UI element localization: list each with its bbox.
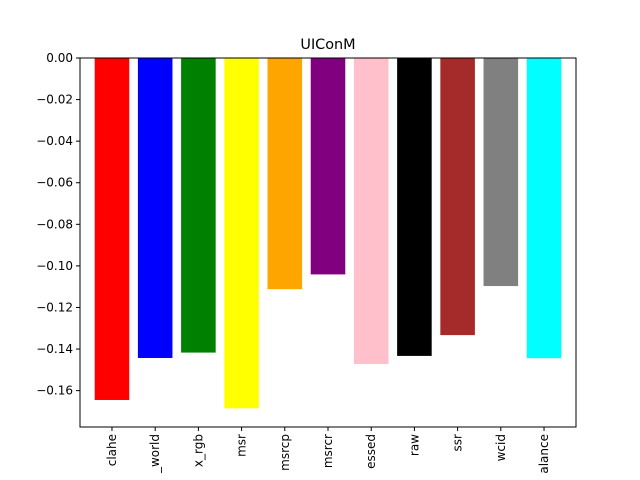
x-tick-label: msrcr xyxy=(321,434,335,468)
x-tick-label: _world xyxy=(148,434,162,474)
bar-ssr xyxy=(440,58,475,336)
bar-essed xyxy=(353,58,389,365)
bar-x-rgb xyxy=(181,58,216,353)
y-tick-label: −0.04 xyxy=(36,134,73,148)
y-axis: 0.00 −0.02 −0.04 −0.06 −0.08 −0.10 −0.12 −0.14 −… xyxy=(36,51,80,398)
x-tick-label: msr xyxy=(235,434,249,457)
bar-wcid xyxy=(483,58,519,287)
y-tick-label: −0.10 xyxy=(36,259,73,273)
x-tick-label: raw xyxy=(407,434,421,456)
x-tick-label: msrcp xyxy=(278,434,292,471)
bar-msr xyxy=(224,58,259,409)
y-tick-label: −0.12 xyxy=(36,300,73,314)
y-tick-label: −0.14 xyxy=(36,342,73,356)
x-tick-label: clahe xyxy=(105,434,119,466)
y-tick-label: −0.08 xyxy=(36,217,73,231)
chart-title: UIConM xyxy=(300,37,355,53)
y-tick-label: −0.16 xyxy=(36,384,73,398)
bar-world xyxy=(137,58,173,358)
x-tick-label: wcid xyxy=(494,434,508,461)
x-axis: clahe _world x_rgb msr msrcp msrcr essed raw ssr… xyxy=(105,427,551,474)
plot-frame xyxy=(79,57,577,428)
x-tick-label: alance xyxy=(537,434,551,474)
bar-msrcp xyxy=(267,58,303,290)
bar-clahe xyxy=(94,58,130,400)
x-tick-label: essed xyxy=(364,434,378,469)
x-tick-label: ssr xyxy=(451,434,465,452)
y-tick-label: 0.00 xyxy=(46,51,73,65)
y-tick-label: −0.06 xyxy=(36,176,73,190)
bar-alance xyxy=(526,58,562,359)
bar-raw xyxy=(397,58,432,356)
y-tick-label: −0.02 xyxy=(36,93,73,107)
bar-msrcr xyxy=(310,58,346,275)
bars-group xyxy=(94,58,562,409)
x-tick-label: x_rgb xyxy=(191,434,205,467)
